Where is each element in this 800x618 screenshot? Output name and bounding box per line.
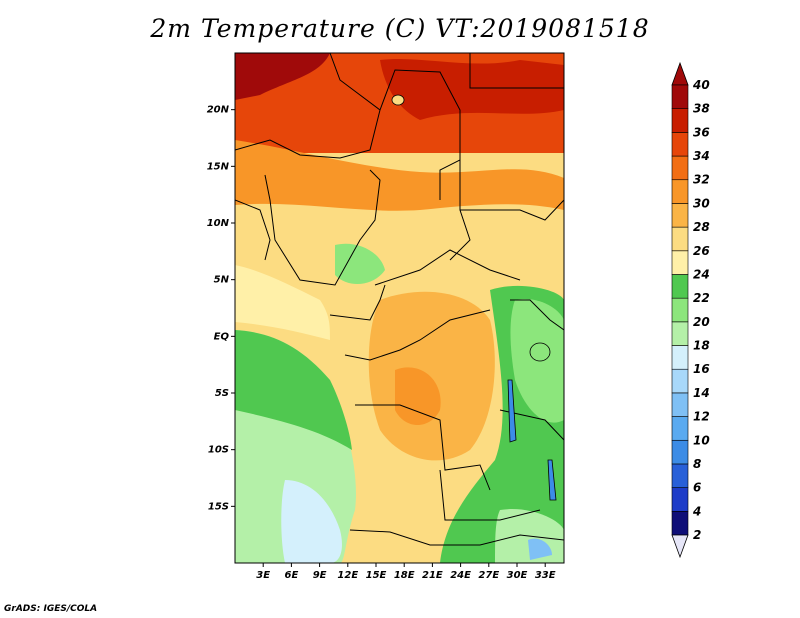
colorbar-swatch <box>671 274 689 299</box>
x-tick-label: 18E <box>394 570 415 581</box>
map-title: 2m Temperature (C) VT:2019081518 <box>150 14 650 43</box>
x-tick-label: 24E <box>450 570 471 581</box>
lake-malawi <box>547 459 557 501</box>
latitude-ticks: 20N 15N 10N 5N EQ 5S 10S 15S <box>207 105 235 512</box>
colorbar-swatch <box>671 368 689 394</box>
colorbar-swatch <box>671 203 689 228</box>
colorbar-swatch <box>671 487 689 512</box>
colorbar-swatch <box>671 321 689 346</box>
colorbar-label: 18 <box>693 339 710 353</box>
field-gulf <box>235 265 330 340</box>
x-tick-label: 21E <box>422 570 443 581</box>
field-hot-core <box>235 53 330 100</box>
border-south-sudan <box>460 199 564 221</box>
border-mali-niger <box>235 53 381 159</box>
border-drc-angola <box>355 404 491 491</box>
border-sudan-chad <box>449 160 471 261</box>
colorbar-swatch <box>671 345 689 370</box>
temperature-field <box>235 53 564 563</box>
y-tick-label: 5N <box>214 275 230 286</box>
field-congo-core <box>395 367 441 425</box>
colorbar-label: 14 <box>693 386 710 400</box>
border-uganda-kenya <box>510 299 564 331</box>
border-nigeria <box>264 169 381 286</box>
x-tick-label: 3E <box>256 570 270 581</box>
colorbar-swatch <box>671 439 689 465</box>
colorbar-swatch <box>671 392 689 417</box>
x-tick-label: 15E <box>366 570 387 581</box>
colorbar-label: 28 <box>693 220 710 234</box>
colorbar-label: 30 <box>693 196 710 210</box>
colorbar-label: 16 <box>693 362 710 376</box>
field-lake-cool <box>528 538 552 560</box>
y-tick-label: 20N <box>207 105 230 116</box>
colorbar-label: 10 <box>693 433 710 447</box>
lakes <box>391 94 557 501</box>
colorbar-swatch <box>671 132 689 157</box>
colorbar-swatch <box>671 511 689 536</box>
colorbar-swatch <box>671 297 689 323</box>
y-tick-label: 10S <box>208 445 229 456</box>
border-tanzania <box>499 409 564 441</box>
colorbar-low-arrow <box>671 534 689 559</box>
field-sahel <box>235 140 564 211</box>
colorbar-swatch <box>671 84 689 109</box>
colorbar-label: 22 <box>693 291 710 305</box>
colorbar-label: 36 <box>693 125 710 139</box>
y-tick-label: 10N <box>207 218 230 229</box>
border-angola-namibia <box>349 529 564 546</box>
colorbar-label: 2 <box>693 528 701 542</box>
lake-tanganyika <box>507 379 517 443</box>
border-senegal-west <box>235 199 271 261</box>
country-borders <box>235 53 564 546</box>
field-congo-basin <box>368 291 495 461</box>
border-zambia <box>439 469 541 521</box>
x-tick-label: 30E <box>507 570 528 581</box>
lake-victoria <box>529 342 551 362</box>
colorbar-high-arrow <box>671 61 689 86</box>
colorbar-swatch <box>671 416 689 441</box>
grads-credit: GrADS: IGES/COLA <box>4 604 98 614</box>
colorbar-label: 8 <box>693 457 701 471</box>
colorbar-label: 32 <box>693 173 710 187</box>
border-car <box>374 249 521 286</box>
border-niger-chad <box>379 69 461 200</box>
y-tick-label: 15S <box>208 501 229 512</box>
lake-chad <box>391 94 405 106</box>
colorbar-label: 20 <box>693 315 710 329</box>
colorbar-label: 26 <box>693 244 710 258</box>
colorbar-swatch <box>671 226 689 252</box>
colorbar-label: 12 <box>693 410 710 424</box>
map-frame <box>234 52 565 564</box>
x-tick-label: 6E <box>285 570 299 581</box>
border-cameroon-gabon <box>329 284 386 321</box>
field-coastal-water <box>235 330 352 450</box>
colorbar-label: 6 <box>693 481 701 495</box>
colorbar-label: 40 <box>692 78 710 92</box>
y-tick-label: EQ <box>214 331 230 342</box>
field-cold-current <box>281 480 342 563</box>
colorbar-label: 4 <box>692 504 701 518</box>
longitude-ticks: 3E 6E 9E 12E 15E 18E 21E 24E 27E 30E 33E <box>256 563 556 581</box>
y-tick-label: 5S <box>215 388 229 399</box>
colorbar-swatch <box>671 463 689 488</box>
colorbar-swatch <box>671 108 689 133</box>
colorbar-swatch <box>671 250 689 275</box>
colorbar-label: 24 <box>693 267 710 281</box>
x-tick-label: 9E <box>313 570 327 581</box>
border-libya-egypt <box>469 53 564 89</box>
y-tick-label: 15N <box>207 161 230 172</box>
colorbar-label: 34 <box>693 149 710 163</box>
colorbar-swatch <box>671 155 689 181</box>
colorbar-label: 38 <box>693 102 710 116</box>
colorbar-swatch <box>671 179 689 204</box>
x-tick-label: 33E <box>535 570 556 581</box>
border-congo <box>344 309 491 361</box>
field-hot-east <box>380 58 564 120</box>
x-tick-label: 12E <box>337 570 358 581</box>
field-cameroon <box>335 243 385 285</box>
x-tick-label: 27E <box>478 570 499 581</box>
